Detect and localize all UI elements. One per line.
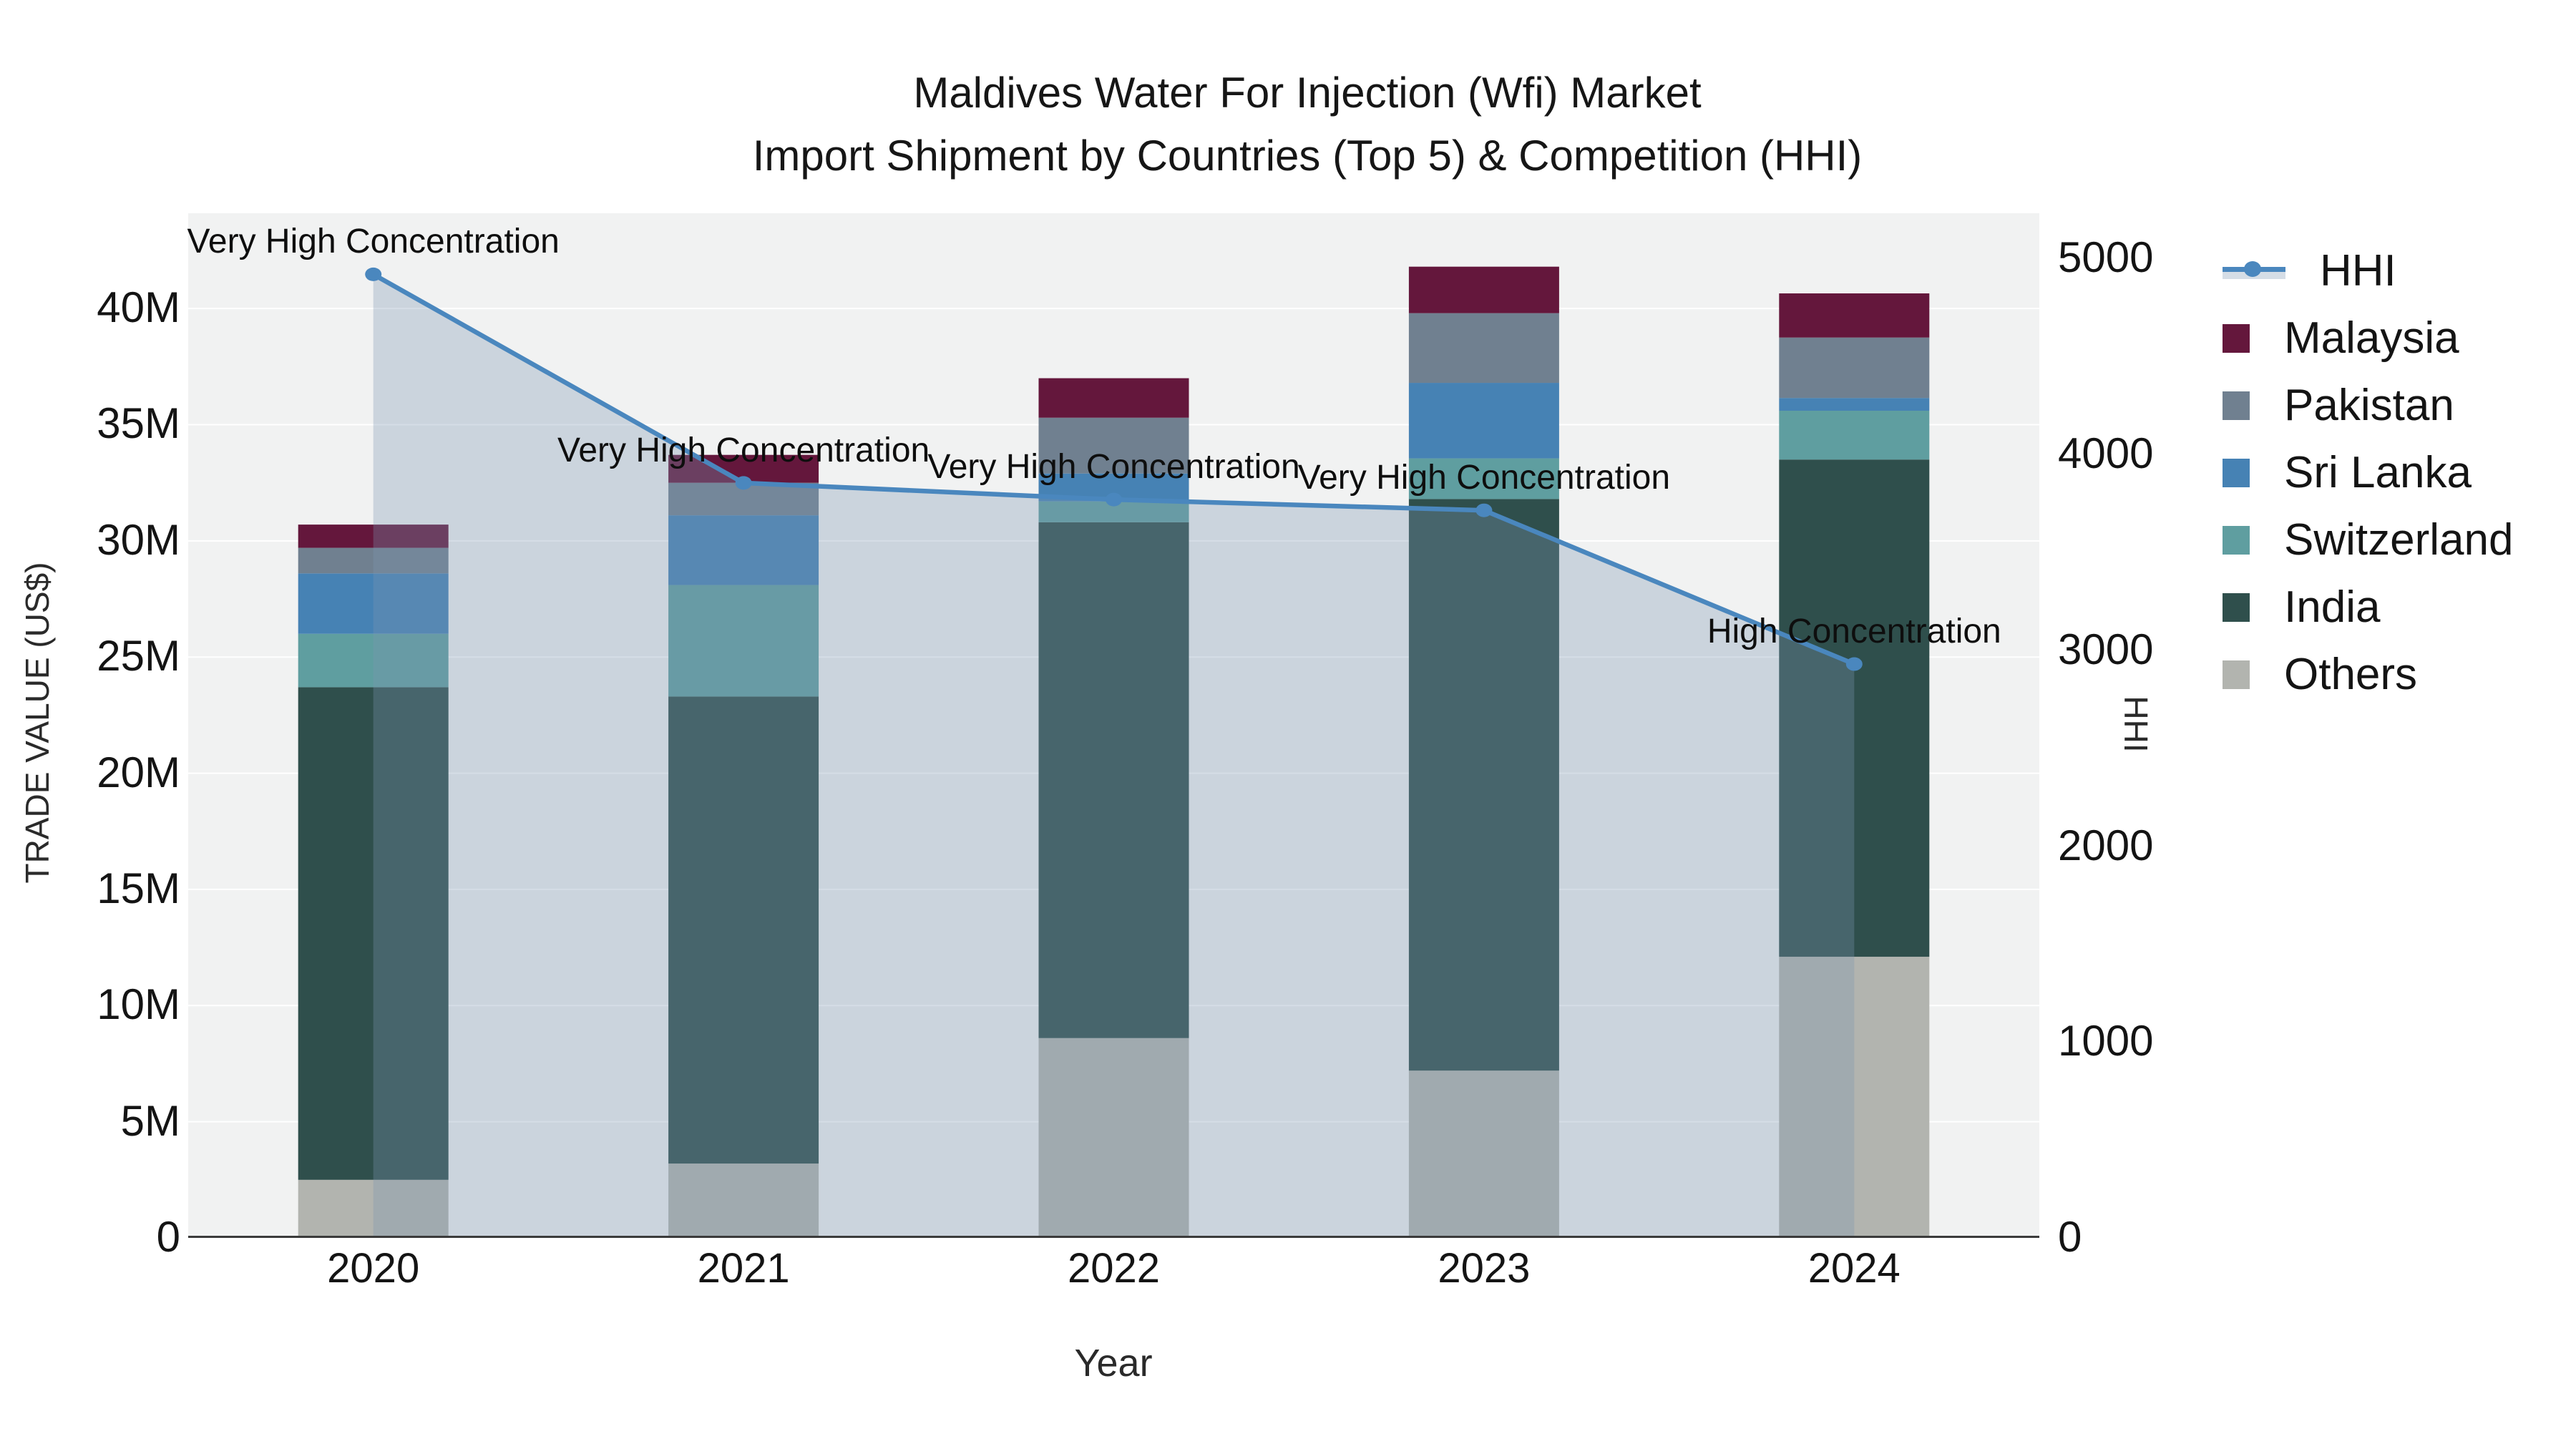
bar-segment-others-2024[interactable] xyxy=(1779,957,1930,1238)
concentration-annotation: Very High Concentration xyxy=(1297,459,1671,497)
hhi-marker-2020[interactable] xyxy=(365,267,382,281)
bar-segment-malaysia-2024[interactable] xyxy=(1779,293,1930,338)
legend-item-hhi[interactable]: HHI xyxy=(2223,249,2396,293)
chart-title: Maldives Water For Injection (Wfi) Marke… xyxy=(753,62,1863,187)
bar-segment-others-2023[interactable] xyxy=(1408,1070,1559,1238)
x-axis-tick-label: 2023 xyxy=(1438,1245,1531,1292)
chart-title-line1: Maldives Water For Injection (Wfi) Marke… xyxy=(913,69,1702,117)
concentration-annotation: Very High Concentration xyxy=(557,431,930,469)
y-axis-right-tick-label: 5000 xyxy=(2058,233,2154,282)
hhi-marker-2022[interactable] xyxy=(1106,492,1122,507)
legend-label: Others xyxy=(2284,650,2418,699)
y-axis-left-tick-label: 15M xyxy=(97,864,180,912)
legend-label: Pakistan xyxy=(2284,381,2454,430)
y-axis-right-title: HHI xyxy=(2117,696,2155,753)
legend-item-sri-lanka[interactable]: Sri Lanka xyxy=(2223,451,2472,495)
legend-label: Sri Lanka xyxy=(2284,448,2472,497)
y-axis-left-tick-label: 5M xyxy=(120,1096,180,1145)
bar-segment-switzerland-2023[interactable] xyxy=(1408,458,1559,499)
legend-item-india[interactable]: India xyxy=(2223,585,2380,630)
hhi-marker-2023[interactable] xyxy=(1475,503,1493,517)
x-axis-tick-label: 2024 xyxy=(1807,1245,1901,1292)
bar-segment-sri-lanka-2024[interactable] xyxy=(1779,398,1930,411)
legend-color-swatch xyxy=(2223,593,2250,622)
y-axis-right-tick-label: 4000 xyxy=(2058,429,2154,477)
y-axis-left-tick-label: 10M xyxy=(97,980,180,1029)
hhi-marker-icon xyxy=(2244,261,2261,277)
bar-segment-malaysia-2020[interactable] xyxy=(298,525,449,548)
hhi-marker-2024[interactable] xyxy=(1845,657,1863,671)
x-axis-tick-label: 2022 xyxy=(1067,1245,1161,1292)
x-axis-title: Year xyxy=(1074,1342,1153,1385)
legend-label: HHI xyxy=(2320,246,2396,296)
legend-color-swatch xyxy=(2223,391,2250,420)
bar-segment-pakistan-2020[interactable] xyxy=(298,547,449,574)
legend-item-others[interactable]: Others xyxy=(2223,653,2417,697)
y-axis-left-tick-label: 25M xyxy=(97,632,180,680)
bar-segment-india-2022[interactable] xyxy=(1038,522,1189,1038)
legend-item-pakistan[interactable]: Pakistan xyxy=(2223,384,2454,428)
bar-segment-india-2024[interactable] xyxy=(1779,459,1930,957)
bar-segment-sri-lanka-2020[interactable] xyxy=(298,573,449,634)
bar-segment-india-2023[interactable] xyxy=(1408,499,1559,1071)
bar-segment-others-2021[interactable] xyxy=(668,1163,819,1238)
y-axis-left-tick-label: 0 xyxy=(156,1212,180,1261)
bar-segment-india-2021[interactable] xyxy=(668,696,819,1164)
bar-segment-malaysia-2023[interactable] xyxy=(1408,266,1559,313)
legend-item-malaysia[interactable]: Malaysia xyxy=(2223,316,2459,361)
y-axis-right-tick-label: 3000 xyxy=(2058,625,2154,673)
y-axis-left-tick-label: 20M xyxy=(97,748,180,796)
legend-color-swatch xyxy=(2223,660,2250,689)
x-axis-tick-label: 2020 xyxy=(327,1245,420,1292)
y-axis-left-title: TRADE VALUE (US$) xyxy=(19,562,56,884)
legend-color-swatch xyxy=(2223,526,2250,555)
bar-segment-india-2020[interactable] xyxy=(298,687,449,1180)
bar-segment-others-2022[interactable] xyxy=(1038,1038,1189,1238)
bar-segment-pakistan-2022[interactable] xyxy=(1038,417,1189,474)
y-axis-left-tick-label: 30M xyxy=(97,515,180,564)
bar-segment-switzerland-2021[interactable] xyxy=(668,585,819,697)
concentration-annotation: Very High Concentration xyxy=(187,223,560,261)
y-axis-left-tick-label: 40M xyxy=(97,283,180,331)
bar-segment-sri-lanka-2023[interactable] xyxy=(1408,383,1559,459)
bar-segment-sri-lanka-2021[interactable] xyxy=(668,515,819,585)
bar-segment-pakistan-2023[interactable] xyxy=(1408,313,1559,384)
y-axis-left-tick-label: 35M xyxy=(97,399,180,448)
bar-segment-pakistan-2024[interactable] xyxy=(1779,337,1930,399)
legend-color-swatch xyxy=(2223,324,2250,353)
y-axis-right-tick-label: 1000 xyxy=(2058,1017,2154,1065)
chart-title-line2: Import Shipment by Countries (Top 5) & C… xyxy=(752,132,1863,180)
concentration-annotation: Very High Concentration xyxy=(927,448,1300,487)
x-axis-tick-label: 2021 xyxy=(697,1245,790,1292)
legend-item-switzerland[interactable]: Switzerland xyxy=(2223,518,2513,562)
legend-color-swatch xyxy=(2223,459,2250,487)
hhi-legend-sample-icon xyxy=(2223,257,2285,286)
bar-segment-others-2020[interactable] xyxy=(298,1179,449,1238)
legend-label: Switzerland xyxy=(2284,515,2514,565)
y-axis-right-tick-label: 0 xyxy=(2058,1212,2082,1261)
bar-segment-switzerland-2024[interactable] xyxy=(1779,411,1930,460)
bar-segment-switzerland-2020[interactable] xyxy=(298,633,449,688)
hhi-marker-2021[interactable] xyxy=(735,476,752,490)
concentration-annotation: High Concentration xyxy=(1707,613,2001,651)
y-axis-right-tick-label: 2000 xyxy=(2058,821,2154,869)
legend-label: Malaysia xyxy=(2284,313,2459,363)
bar-segment-malaysia-2022[interactable] xyxy=(1038,378,1189,418)
legend-label: India xyxy=(2284,582,2381,632)
plot-area xyxy=(188,213,2039,1238)
